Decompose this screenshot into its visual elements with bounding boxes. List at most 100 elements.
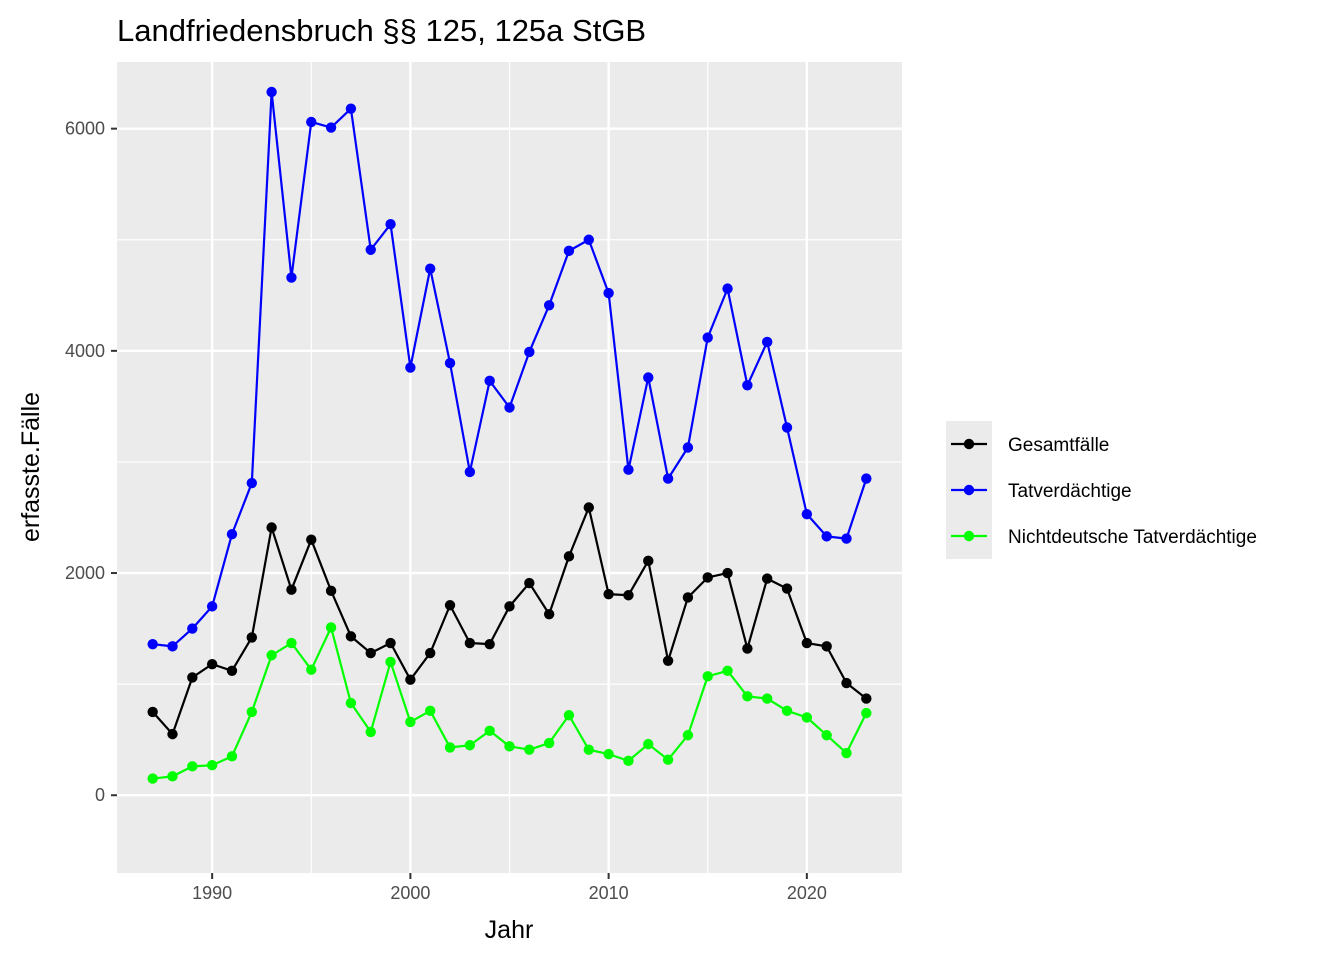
data-point	[385, 219, 396, 230]
data-point	[246, 706, 257, 718]
x-tick-labels: 1990 2000 2010 2020	[192, 883, 827, 903]
data-point	[643, 555, 654, 567]
data-point	[246, 632, 257, 643]
y-tick-labels: 0 2000 4000 6000	[65, 119, 105, 806]
major-grid	[117, 62, 902, 873]
data-point	[702, 671, 713, 682]
data-point	[643, 738, 654, 750]
data-point	[841, 747, 852, 759]
data-point	[246, 477, 257, 489]
data-point	[504, 402, 515, 413]
x-axis-title: Jahr	[485, 916, 534, 944]
x-tick-label: 2000	[390, 883, 430, 903]
data-point	[345, 103, 357, 114]
data-point	[801, 508, 813, 520]
data-point	[722, 665, 733, 677]
data-point	[603, 748, 614, 760]
data-point	[583, 502, 594, 513]
data-point	[405, 716, 416, 728]
data-point	[444, 742, 456, 753]
legend-label: Nichtdeutsche Tatverdächtige	[1008, 527, 1257, 548]
data-point	[405, 674, 416, 685]
data-point	[464, 740, 476, 751]
data-point	[623, 755, 634, 766]
data-point	[543, 608, 555, 620]
data-point	[484, 375, 495, 387]
data-point	[464, 637, 476, 649]
x-tick-label: 2010	[589, 883, 629, 903]
data-point	[801, 637, 813, 649]
legend-label: Tatverdächtige	[1008, 481, 1132, 502]
legend-item: Nichtdeutsche Tatverdächtige	[951, 527, 1257, 548]
data-point	[484, 638, 495, 650]
data-point	[325, 585, 337, 597]
data-point	[167, 771, 178, 782]
data-point	[643, 372, 654, 383]
data-point	[682, 592, 694, 603]
data-point	[781, 583, 793, 594]
data-point	[524, 744, 535, 755]
axis-ticks	[111, 127, 808, 879]
data-point	[306, 534, 317, 545]
data-point	[286, 637, 297, 649]
data-point	[682, 730, 694, 741]
legend-item: Tatverdächtige	[951, 481, 1132, 502]
data-point	[841, 533, 852, 544]
data-point	[861, 473, 872, 484]
data-point	[345, 631, 357, 642]
data-point	[206, 760, 218, 771]
data-point	[543, 737, 555, 749]
data-point	[306, 116, 317, 128]
series-2	[147, 86, 872, 652]
data-point	[266, 522, 277, 533]
data-point	[722, 567, 733, 579]
data-point	[365, 726, 376, 738]
data-point	[325, 622, 337, 633]
data-point	[187, 623, 198, 634]
x-tick-label: 2020	[787, 883, 827, 903]
data-point	[583, 234, 594, 245]
data-point	[187, 672, 198, 683]
data-point	[702, 332, 713, 343]
data-point	[266, 86, 277, 98]
series-1	[147, 502, 872, 740]
data-point	[662, 655, 674, 667]
data-point	[722, 283, 733, 294]
legend-key-point	[963, 484, 975, 496]
data-point	[821, 531, 832, 542]
legend: Gesamtfälle Tatverdächtige Nichtdeutsche T…	[946, 421, 1257, 559]
data-point	[147, 638, 158, 650]
data-point	[742, 691, 753, 702]
data-point	[425, 705, 436, 716]
minor-grid	[117, 62, 902, 873]
y-tick-label: 0	[95, 785, 105, 805]
data-point	[623, 590, 634, 601]
data-point	[801, 712, 813, 723]
data-point	[365, 244, 376, 255]
data-point	[563, 710, 575, 721]
data-point	[444, 600, 456, 611]
data-point	[266, 650, 277, 661]
data-point	[147, 773, 158, 784]
data-point	[484, 725, 495, 736]
legend-key-point	[963, 530, 975, 542]
data-point	[167, 728, 178, 740]
data-point	[286, 272, 297, 283]
data-point	[206, 601, 218, 612]
data-point	[206, 658, 218, 670]
data-point	[286, 584, 297, 595]
data-point	[662, 754, 674, 765]
data-point	[821, 641, 832, 652]
x-tick-label: 1990	[192, 883, 232, 903]
data-point	[345, 697, 357, 709]
data-point	[702, 572, 713, 583]
data-point	[306, 664, 317, 675]
data-point	[861, 693, 872, 704]
data-point	[543, 300, 555, 311]
data-point	[762, 693, 773, 704]
data-point	[504, 601, 515, 612]
y-axis-title: erfasste.Fälle	[17, 392, 45, 542]
legend-label: Gesamtfälle	[1008, 435, 1109, 456]
data-point	[603, 287, 614, 299]
